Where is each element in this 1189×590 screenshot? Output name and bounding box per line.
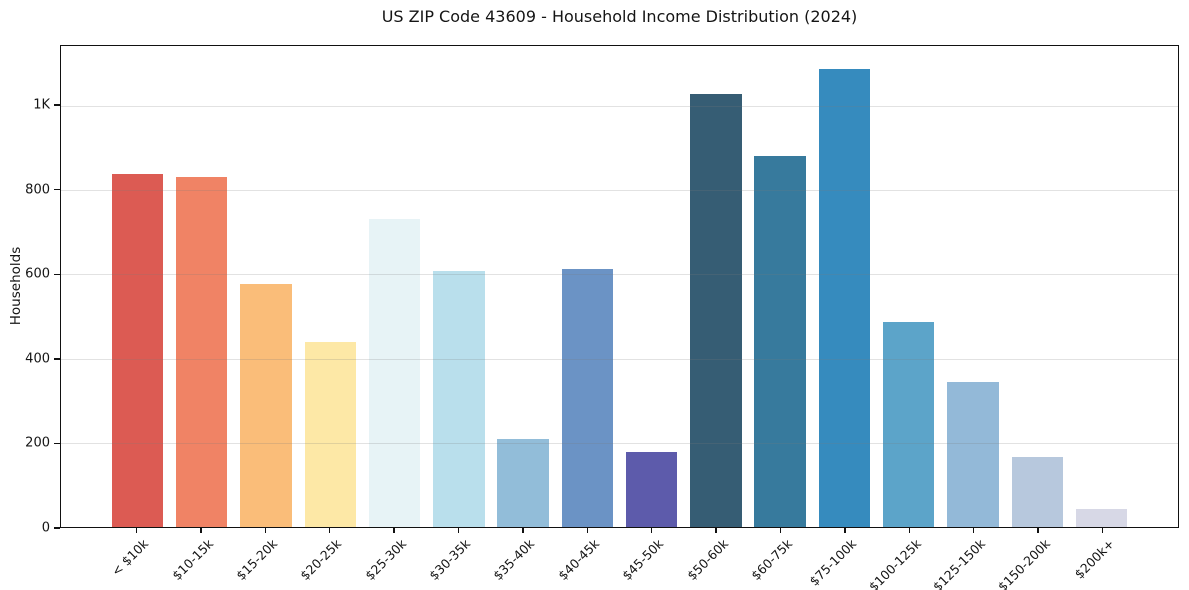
bar-$15-20k [240, 283, 292, 527]
y-tick-mark-800 [54, 188, 60, 191]
y-tick-label: 200 [25, 435, 50, 451]
x-tick-label: $200k+ [1071, 536, 1117, 582]
bars-layer [61, 46, 1178, 527]
bar-$10-15k [176, 176, 228, 527]
bar-$20-25k [304, 341, 356, 527]
x-tick-label: $60-75k [748, 536, 796, 584]
bar-$125-150k [947, 381, 999, 527]
bar-$100-125k [883, 321, 935, 527]
x-tick-label: $75-100k [806, 536, 860, 589]
x-tick-label: $30-35k [426, 536, 474, 584]
x-tick-mark [779, 528, 782, 533]
x-tick-mark [264, 528, 267, 533]
x-tick-label: $50-60k [683, 536, 731, 584]
bar-$200k+ [1075, 509, 1128, 527]
x-axis-tick-labels: < $10k $10-15k $15-20k $20-25k $25-30k $30-35… [60, 536, 1179, 590]
bar-$150-200k [1011, 456, 1063, 527]
y-axis-tick-labels: 0 200 400 600 800 1K [0, 45, 50, 536]
x-tick-label: $100-125k [865, 536, 924, 590]
bar-$50-60k [690, 94, 742, 527]
x-tick-label: $35-40k [490, 536, 538, 584]
y-tick-mark-600 [54, 273, 60, 275]
y-tick-mark-200 [54, 442, 60, 445]
x-tick-mark [715, 528, 717, 533]
bar-$60-75k [754, 155, 806, 527]
x-tick-label: $20-25k [297, 536, 345, 584]
x-tick-mark [522, 528, 524, 533]
y-tick-label: 800 [25, 182, 50, 198]
x-tick-mark [457, 528, 460, 533]
x-tick-mark [586, 528, 588, 533]
y-axis-tick-marks [54, 45, 60, 529]
x-tick-mark [1101, 528, 1104, 533]
x-tick-mark [393, 528, 395, 533]
bar-$45-50k [625, 452, 678, 527]
y-tick-mark-1K [54, 104, 60, 106]
y-tick-label: 400 [25, 351, 50, 367]
x-tick-label: $125-150k [929, 536, 989, 590]
bar-$75-100k [818, 68, 871, 527]
x-tick-mark [844, 528, 846, 533]
bar-$40-45k [561, 268, 614, 527]
y-tick-label: 1K [33, 97, 50, 113]
bar-$35-40k [497, 438, 549, 527]
x-tick-label: $15-20k [232, 536, 280, 584]
x-tick-mark [908, 528, 910, 533]
x-tick-label: $45-50k [619, 536, 667, 584]
plot-area [60, 45, 1179, 528]
chart-title: US ZIP Code 43609 - Household Income Dis… [381, 7, 858, 26]
y-tick-mark-400 [54, 358, 60, 360]
x-tick-mark [972, 528, 975, 533]
bar-$30-35k [433, 271, 485, 527]
x-axis-tick-marks [60, 528, 1179, 534]
x-tick-label: < $10k [108, 536, 152, 579]
y-tick-label: 600 [25, 266, 50, 282]
x-tick-label: $40-45k [554, 536, 602, 584]
x-tick-mark [1037, 528, 1039, 533]
x-tick-label: $10-15k [168, 536, 216, 584]
y-tick-label: 0 [41, 520, 50, 536]
y-tick-mark-0 [54, 527, 60, 529]
x-tick-mark [200, 528, 202, 533]
x-tick-label: $25-30k [361, 536, 409, 584]
bar-< $10k [111, 173, 164, 527]
x-tick-mark [329, 528, 331, 533]
x-tick-mark [650, 528, 653, 533]
bar-$25-30k [368, 218, 421, 527]
x-tick-mark [135, 528, 138, 533]
x-tick-label: $150-200k [994, 536, 1053, 590]
